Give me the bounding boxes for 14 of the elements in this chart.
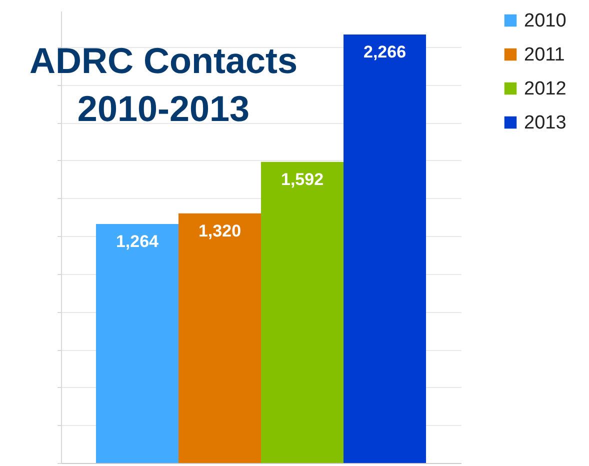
- data-label: 1,592: [280, 170, 324, 189]
- data-label: 1,264: [116, 232, 160, 251]
- legend-label: 2013: [524, 112, 566, 134]
- data-label: 1,320: [198, 221, 242, 240]
- legend-label: 2011: [524, 44, 565, 66]
- bar: [344, 34, 426, 463]
- bar: [261, 162, 344, 463]
- legend-label: 2012: [524, 78, 566, 100]
- legend-label: 2010: [524, 10, 566, 32]
- text: ADRC Contacts: [29, 40, 298, 81]
- bar: [96, 224, 178, 463]
- data-label: 2,266: [363, 42, 406, 62]
- text: 2010-2013: [77, 88, 250, 129]
- bar: [178, 213, 261, 463]
